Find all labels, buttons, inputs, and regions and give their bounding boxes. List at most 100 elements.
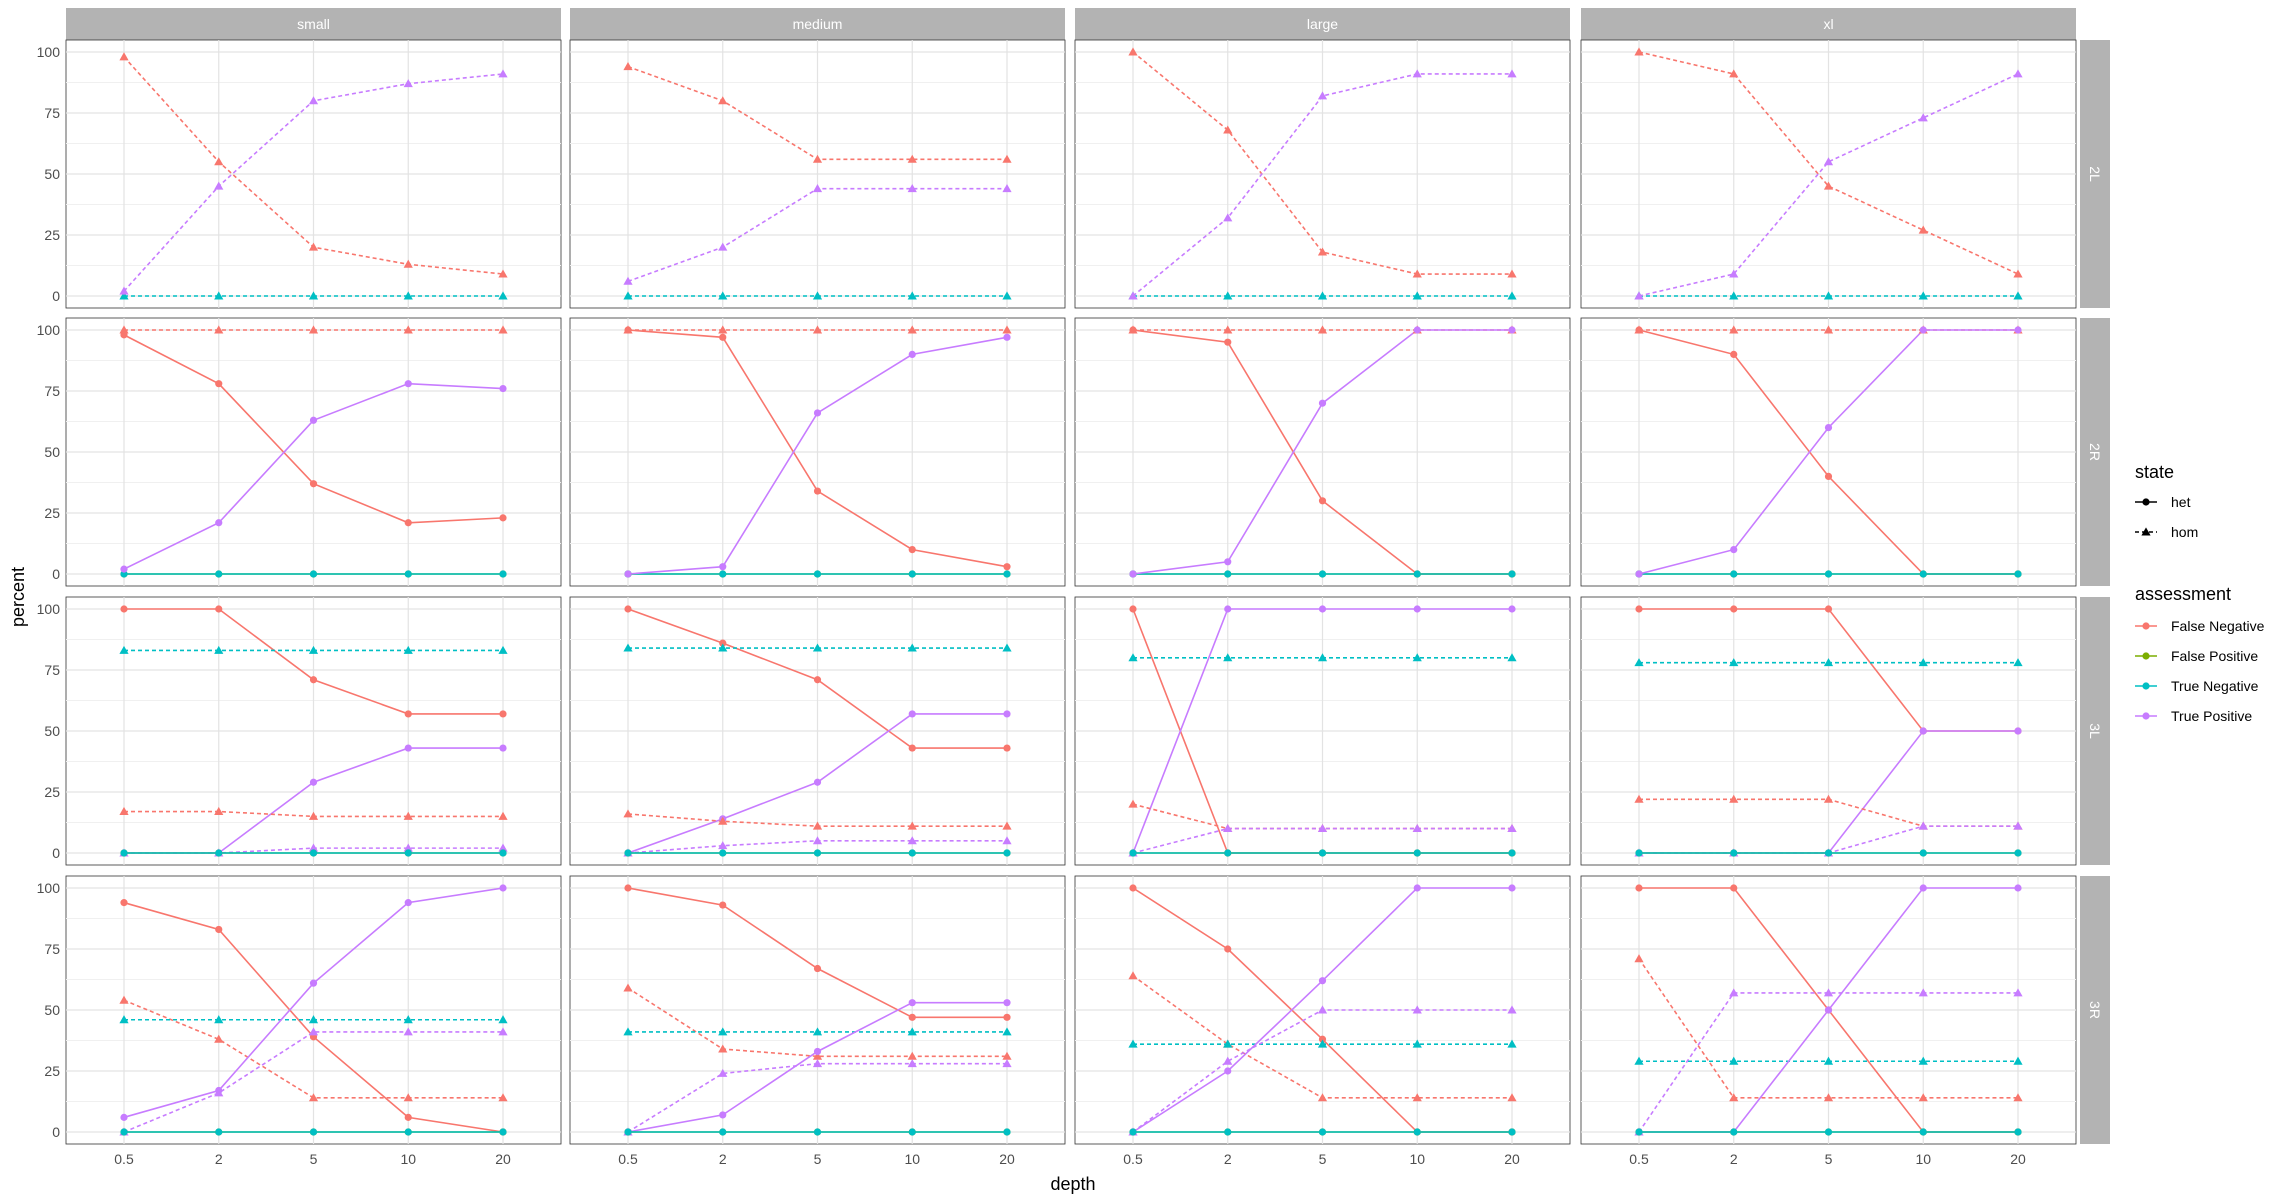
data-point [1635, 605, 1643, 613]
data-point [907, 821, 917, 830]
data-point [813, 849, 822, 857]
data-point [1824, 1128, 1833, 1136]
data-point [404, 570, 412, 578]
x-tick-label: 10 [400, 1151, 416, 1167]
data-point [907, 291, 917, 300]
y-tick-label: 75 [44, 383, 60, 399]
strip-label: xl [1823, 16, 1833, 32]
data-point [1729, 1093, 1739, 1102]
data-point [907, 325, 917, 334]
data-point [1223, 291, 1233, 300]
data-point [308, 242, 319, 251]
data-point [1729, 291, 1739, 300]
data-point [907, 836, 917, 845]
data-point [1003, 744, 1011, 752]
y-tick-label: 50 [44, 723, 60, 739]
data-point [1413, 1128, 1421, 1136]
legend-label: het [2171, 494, 2191, 510]
data-point [499, 384, 507, 393]
data-point [719, 570, 727, 578]
data-point [2013, 69, 2023, 78]
strip-background [1581, 8, 2076, 40]
data-point [404, 899, 412, 907]
data-point [309, 480, 318, 488]
data-point [1919, 1128, 1927, 1136]
data-point [214, 157, 224, 166]
x-tick-label: 5 [1319, 1151, 1327, 1167]
data-point [498, 325, 508, 334]
data-point [813, 676, 822, 684]
data-point [1224, 1067, 1232, 1075]
data-point [1918, 821, 1928, 830]
data-point [308, 325, 319, 334]
y-tick-label: 25 [44, 784, 60, 800]
legend-key-marker [2142, 622, 2150, 630]
data-point [119, 325, 129, 334]
data-point [119, 1015, 129, 1024]
data-point [1317, 1093, 1328, 1102]
data-point [499, 1128, 507, 1136]
data-point [1823, 794, 1834, 803]
data-point [119, 995, 129, 1004]
data-point [1508, 884, 1516, 892]
x-tick-label: 10 [904, 1151, 920, 1167]
data-point [214, 806, 224, 815]
legend-label: hom [2171, 524, 2198, 540]
data-point [1003, 570, 1011, 578]
strip-label: medium [793, 16, 843, 32]
data-point [718, 816, 728, 825]
data-point [215, 925, 223, 934]
data-point [1002, 1059, 1012, 1068]
data-point [812, 1051, 823, 1060]
data-point [119, 291, 129, 300]
data-point [813, 487, 822, 495]
data-point [309, 570, 318, 578]
data-point [1635, 1128, 1643, 1136]
data-point [403, 1015, 413, 1024]
panel-3L-small: 0 25 50 75 100 [37, 596, 562, 866]
data-point [1507, 1005, 1517, 1014]
data-point [624, 884, 632, 892]
data-point [120, 1113, 128, 1121]
data-point [1128, 291, 1138, 300]
data-point [1918, 1093, 1928, 1102]
data-point [1634, 658, 1644, 667]
data-point [1413, 326, 1421, 334]
x-axis-title: depth [1050, 1174, 1095, 1194]
data-point [812, 1027, 823, 1036]
data-point [719, 1111, 727, 1119]
legend-title-state: state [2135, 462, 2174, 482]
x-tick-label: 20 [2010, 1151, 2026, 1167]
data-point [1919, 884, 1927, 892]
data-point [1413, 849, 1421, 857]
data-point [1729, 658, 1739, 667]
data-point [1003, 849, 1011, 857]
data-point [1729, 269, 1739, 278]
x-tick-label: 2 [719, 1151, 727, 1167]
data-point [718, 1068, 728, 1077]
series-line [1638, 51, 2019, 275]
data-point [813, 570, 822, 578]
data-point [1823, 658, 1834, 667]
data-point [813, 778, 822, 786]
y-tick-label: 0 [52, 1124, 60, 1140]
data-point [623, 276, 633, 285]
y-tick-label: 100 [37, 44, 61, 60]
x-tick-label: 0.5 [1629, 1151, 1649, 1167]
data-point [1318, 605, 1327, 613]
data-point [1128, 971, 1138, 980]
data-point [1824, 849, 1833, 857]
data-point [624, 326, 632, 334]
data-point [718, 1044, 728, 1053]
data-point [1730, 546, 1738, 554]
data-point [1634, 291, 1644, 300]
series-line [1132, 51, 1512, 275]
panel-2R-large [1074, 317, 1571, 587]
data-point [1507, 1093, 1517, 1102]
data-point [2014, 1128, 2022, 1136]
data-point [119, 806, 129, 815]
data-point [1129, 570, 1137, 578]
data-point [1730, 570, 1738, 578]
data-point [308, 291, 319, 300]
